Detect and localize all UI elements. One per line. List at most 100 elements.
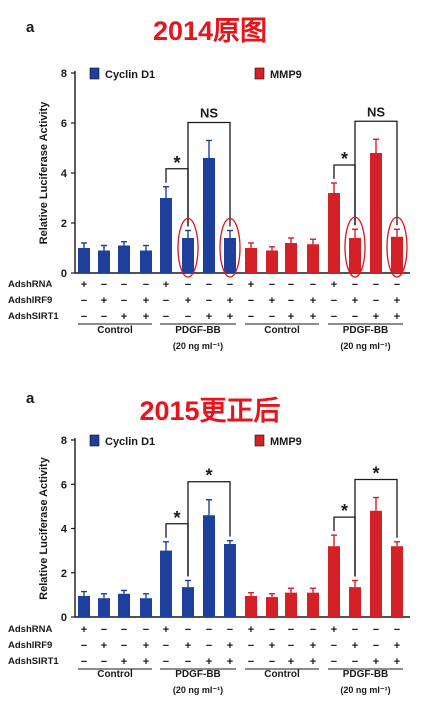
group-label: PDGF-BB — [343, 669, 389, 680]
legend-swatch-1 — [89, 67, 100, 80]
sign-mark: − — [373, 640, 379, 652]
legend-swatch-1 — [89, 434, 100, 447]
sign-mark: + — [394, 295, 400, 307]
chart-panel-2: a 2015更正后 0 2 4 6 8 Relative Luciferase Activit… — [8, 390, 410, 695]
bar-s2-3 — [285, 243, 297, 273]
y-tick-label: 6 — [61, 479, 67, 491]
sign-mark: − — [206, 640, 212, 652]
sign-mark: − — [143, 624, 149, 636]
sign-mark: − — [121, 279, 127, 291]
sign-mark: − — [269, 279, 275, 291]
sign-mark: − — [373, 624, 379, 636]
bar-s2-5 — [328, 546, 340, 617]
sign-mark: + — [81, 624, 87, 636]
sign-mark: − — [248, 640, 254, 652]
group-label: Control — [97, 669, 133, 680]
sign-mark: + — [206, 311, 212, 323]
sign-mark: − — [269, 311, 275, 323]
sign-mark: + — [331, 624, 337, 636]
sign-mark: − — [352, 656, 358, 668]
sign-mark: + — [185, 640, 191, 652]
highlight-circle — [344, 216, 366, 278]
sign-mark: − — [288, 624, 294, 636]
bar-s1-5 — [160, 198, 172, 273]
y-tick-label: 6 — [61, 118, 67, 130]
sign-mark: − — [331, 295, 337, 307]
sign-mark: + — [121, 656, 127, 668]
y-tick-label: 0 — [61, 612, 67, 624]
sign-mark: − — [269, 656, 275, 668]
bar-s1-4 — [140, 598, 152, 617]
row-label-adshirf9: AdshIRF9 — [8, 295, 52, 306]
y-axis-label: Relative Luciferase Activity — [38, 101, 50, 245]
bar-s1-8 — [224, 543, 236, 617]
sign-mark: − — [248, 295, 254, 307]
significance-label: * — [173, 153, 180, 173]
bar-s1-6 — [182, 238, 194, 273]
group-label: Control — [264, 669, 300, 680]
sign-mark: + — [101, 295, 107, 307]
sign-mark: − — [227, 279, 233, 291]
sign-mark: − — [331, 640, 337, 652]
sign-mark: + — [331, 279, 337, 291]
sign-mark: + — [121, 311, 127, 323]
sign-mark: + — [227, 656, 233, 668]
sign-mark: + — [143, 295, 149, 307]
sign-mark: − — [352, 279, 358, 291]
group-sublabel: (20 ng ml⁻¹) — [173, 685, 223, 695]
bar-s2-1 — [245, 595, 257, 617]
group-sublabel: (20 ng ml⁻¹) — [173, 341, 223, 351]
group-sublabel: (20 ng ml⁻¹) — [340, 341, 390, 351]
chart-title: 2014原图 — [153, 16, 267, 46]
bar-s1-5 — [160, 550, 172, 617]
legend-label-2: MMP9 — [270, 436, 302, 448]
bar-s1-1 — [78, 248, 90, 273]
highlight-circle — [219, 217, 241, 278]
bar-s1-7 — [203, 158, 215, 273]
sign-mark: + — [310, 656, 316, 668]
y-tick-label: 4 — [61, 524, 68, 536]
significance-label: * — [341, 149, 348, 169]
sign-mark: − — [248, 311, 254, 323]
sign-mark: + — [206, 656, 212, 668]
group-label: PDGF-BB — [175, 669, 221, 680]
group-label: PDGF-BB — [343, 325, 389, 336]
sign-mark: − — [248, 656, 254, 668]
bar-s2-8 — [391, 236, 403, 273]
sign-mark: + — [227, 311, 233, 323]
significance-bracket — [187, 121, 231, 227]
bar-s1-2 — [98, 250, 110, 273]
bar-s2-4 — [307, 592, 319, 617]
sign-mark: − — [288, 295, 294, 307]
y-tick-label: 2 — [61, 218, 67, 230]
bar-s2-7 — [370, 510, 382, 617]
sign-mark: + — [269, 640, 275, 652]
sign-mark: + — [143, 656, 149, 668]
sign-mark: − — [101, 279, 107, 291]
significance-label: * — [341, 501, 348, 521]
group-label: PDGF-BB — [175, 325, 221, 336]
sign-mark: + — [373, 311, 379, 323]
sign-mark: − — [81, 656, 87, 668]
sign-mark: + — [394, 640, 400, 652]
bar-s1-4 — [140, 250, 152, 273]
sign-mark: − — [81, 295, 87, 307]
bar-s2-1 — [245, 248, 257, 273]
bar-s2-4 — [307, 244, 319, 273]
sign-mark: − — [206, 295, 212, 307]
bar-s2-8 — [391, 546, 403, 617]
sign-mark: + — [163, 624, 169, 636]
sign-mark: − — [310, 279, 316, 291]
row-label-adshsirt1: AdshSIRT1 — [8, 656, 59, 667]
row-label-adshrna: AdshRNA — [8, 624, 52, 635]
bar-s2-2 — [266, 250, 278, 273]
significance-label: NS — [200, 106, 218, 121]
chart-panel-1: a 2014原图 0 2 4 6 8 Relative Luciferase Activity… — [8, 16, 410, 351]
sign-mark: − — [206, 624, 212, 636]
sign-mark: + — [101, 640, 107, 652]
sign-mark: + — [143, 311, 149, 323]
sign-mark: + — [185, 295, 191, 307]
sign-mark: + — [81, 279, 87, 291]
sign-mark: + — [352, 295, 358, 307]
